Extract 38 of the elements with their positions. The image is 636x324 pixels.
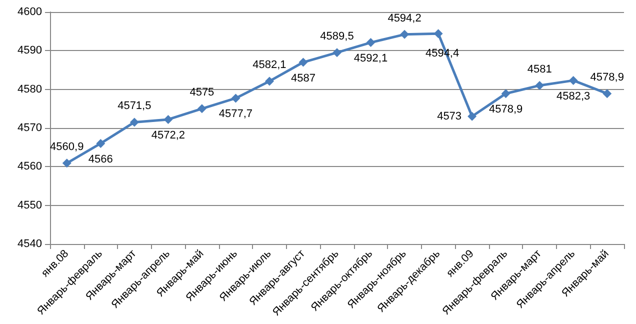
point xyxy=(332,48,342,58)
data-label: 4594,2 xyxy=(388,12,422,24)
y-tick-label: 4570 xyxy=(18,122,42,134)
point xyxy=(366,38,376,48)
data-label: 4589,5 xyxy=(320,30,354,43)
point xyxy=(164,114,173,124)
data-label: 4581 xyxy=(527,63,552,76)
point xyxy=(62,158,72,168)
y-tick-label: 4590 xyxy=(18,44,42,57)
point xyxy=(197,104,206,114)
point xyxy=(298,58,308,67)
data-label: 4578,9 xyxy=(488,104,523,116)
y-tick-label: 4540 xyxy=(18,238,42,250)
y-tick-label: 4600 xyxy=(18,6,42,18)
data-label: 4573 xyxy=(437,110,462,122)
point xyxy=(468,112,477,121)
point xyxy=(96,138,106,148)
data-label: 4582,1 xyxy=(252,59,286,72)
y-tick-label: 4560 xyxy=(18,160,42,173)
point xyxy=(264,76,274,86)
point xyxy=(568,76,578,85)
point xyxy=(130,118,139,127)
data-label: 4582,3 xyxy=(556,90,590,102)
y-tick-label: 4550 xyxy=(18,199,42,212)
point xyxy=(602,89,612,98)
point xyxy=(535,80,544,90)
data-label: 4577,7 xyxy=(218,108,253,120)
data-label: 4575 xyxy=(190,86,214,99)
data-label: 4578,9 xyxy=(590,72,624,84)
data-label: 4560,9 xyxy=(50,141,84,154)
data-label: 4592,1 xyxy=(354,52,388,65)
data-label: 4587 xyxy=(290,72,316,84)
point xyxy=(231,94,240,103)
data-label: 4566 xyxy=(88,153,113,166)
data-label: 4572,2 xyxy=(151,129,186,142)
point xyxy=(501,89,510,98)
data-label: 4571,5 xyxy=(118,100,152,112)
y-tick-label: 4580 xyxy=(18,83,42,96)
